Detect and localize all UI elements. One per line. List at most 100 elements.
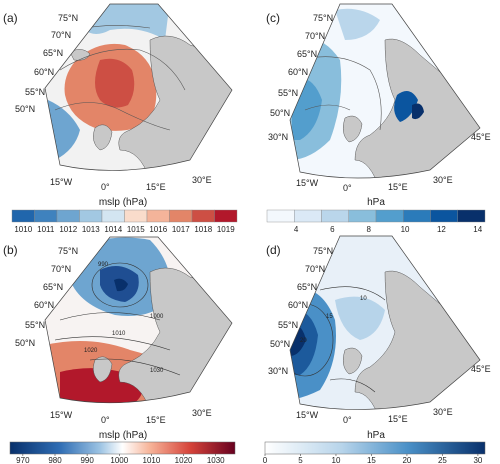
contour-labels: 1000 1010 1020 1030 990 bbox=[84, 262, 164, 374]
colorbar-swatch bbox=[56, 209, 80, 223]
lat-label: 60°N bbox=[34, 67, 54, 77]
colorbar-tick-label: 1017 bbox=[172, 225, 190, 234]
colorbar-swatch bbox=[169, 209, 193, 223]
contour-label: 15 bbox=[326, 314, 333, 320]
lon-label: 0° bbox=[101, 415, 110, 425]
lat-label: 75°N bbox=[58, 246, 78, 256]
map-frame bbox=[44, 236, 233, 404]
lat-label: 60°N bbox=[34, 300, 54, 310]
isobar-2 bbox=[54, 102, 171, 131]
isobar-1 bbox=[59, 312, 161, 321]
lon-label: 15°W bbox=[296, 178, 319, 188]
colorbar-tick-label: 1010 bbox=[14, 225, 32, 234]
lat-label: 75°N bbox=[313, 13, 333, 23]
colorbar-tick-label: 1030 bbox=[207, 456, 225, 464]
colorbar-tick-label: 1015 bbox=[127, 225, 145, 234]
colorbar-swatch bbox=[101, 209, 125, 223]
lon-labels: 15°W 0° 15°E 30°E 45°E bbox=[296, 132, 491, 193]
lat-label: 30°N bbox=[268, 366, 288, 376]
isobar-2 bbox=[304, 104, 351, 111]
colorbar-tick-label: 1010 bbox=[143, 456, 161, 464]
colorbar-title: mslp (hPa) bbox=[99, 430, 147, 441]
lon-label: 15°W bbox=[50, 410, 73, 420]
colorbar-tick-label: 10 bbox=[332, 456, 341, 464]
low-pressure-center bbox=[114, 278, 128, 292]
colorbar-c: 4 6 8 10 12 14 bbox=[266, 209, 486, 234]
colorbar-title: hPa bbox=[367, 430, 385, 441]
colorbar-tick-label: 0 bbox=[263, 456, 268, 464]
colorbar-tick-label: 30 bbox=[473, 456, 482, 464]
colorbar-tick-label: 1000 bbox=[110, 456, 128, 464]
panel-a: (a) 75°N 70°N 65°N 60°N 55°N 50°N 15°W 0… bbox=[3, 3, 238, 234]
lon-label: 15°W bbox=[296, 410, 319, 420]
panel-d: (d) 20 15 10 75°N 70°N 65°N 60°N 55°N bbox=[263, 235, 491, 464]
contour-label: 990 bbox=[98, 262, 109, 268]
colorbar-swatch bbox=[11, 209, 35, 223]
colorbar-tick-label: 1018 bbox=[194, 225, 212, 234]
colorbar-tick-label: 1016 bbox=[149, 225, 167, 234]
lat-label: 50°N bbox=[270, 108, 290, 118]
colorbar-swatch bbox=[266, 209, 295, 223]
colorbar-swatch bbox=[430, 209, 458, 223]
lat-label: 65°N bbox=[43, 48, 63, 58]
lat-label: 55°N bbox=[278, 88, 298, 98]
map-frame bbox=[289, 3, 481, 179]
lon-label: 15°E bbox=[388, 182, 408, 192]
colorbar-b: 970 980 990 1000 1010 1020 1030 bbox=[16, 454, 225, 464]
lat-label: 55°N bbox=[25, 87, 45, 97]
contour-label: 1010 bbox=[112, 331, 126, 337]
lon-label: 0° bbox=[343, 183, 352, 193]
lat-label: 50°N bbox=[15, 338, 35, 348]
isobar-3 bbox=[89, 358, 181, 376]
colorbar-swatch bbox=[375, 209, 404, 223]
isobar-4 bbox=[91, 262, 149, 308]
colorbar-tick-label: 4 bbox=[294, 225, 299, 234]
lon-label: 15°E bbox=[146, 182, 166, 192]
lon-label: 15°E bbox=[388, 414, 408, 424]
colorbar-swatch bbox=[146, 209, 170, 223]
lon-label: 30°E bbox=[192, 175, 212, 185]
land-british-isles bbox=[93, 356, 113, 383]
colorbar-tick-label: 10 bbox=[401, 225, 410, 234]
colorbar-tick-label: 1012 bbox=[59, 225, 77, 234]
contour-label: 1000 bbox=[150, 314, 164, 320]
lat-labels: 75°N 70°N 65°N 60°N 55°N 50°N 30°N bbox=[268, 246, 333, 376]
colorbar-swatch bbox=[214, 209, 238, 223]
colorbar-tick-label: 12 bbox=[437, 225, 446, 234]
colorbar-swatch bbox=[124, 209, 148, 223]
lon-label: 45°E bbox=[471, 132, 491, 142]
lat-label: 70°N bbox=[305, 31, 325, 41]
lat-label: 60°N bbox=[288, 67, 308, 77]
lat-label: 65°N bbox=[297, 282, 317, 292]
map-frame bbox=[289, 235, 481, 410]
colorbar-title: hPa bbox=[367, 197, 385, 208]
colorbar-swatch bbox=[79, 209, 103, 223]
contour-label: 1020 bbox=[84, 348, 98, 354]
panel-b: (b) 1000 1010 1020 1030 990 75°N bbox=[3, 236, 236, 464]
colorbar-tick-label: 1011 bbox=[37, 225, 55, 234]
colorbar-tick-label: 8 bbox=[367, 225, 372, 234]
lon-label: 30°E bbox=[433, 175, 453, 185]
lat-label: 30°N bbox=[268, 132, 288, 142]
lon-label: 30°E bbox=[433, 407, 453, 417]
lat-label: 55°N bbox=[25, 320, 45, 330]
lat-label: 70°N bbox=[51, 264, 71, 274]
panel-label: (c) bbox=[266, 11, 280, 25]
colorbar-d: 0 5 10 15 20 25 30 bbox=[263, 454, 483, 464]
colorbar-tick-label: 1014 bbox=[104, 225, 122, 234]
panel-label: (a) bbox=[3, 11, 18, 25]
contour-label: 20 bbox=[300, 338, 307, 344]
colorbar-tick-label: 980 bbox=[48, 456, 62, 464]
colorbar-tick-label: 1013 bbox=[82, 225, 100, 234]
lat-label: 55°N bbox=[278, 320, 298, 330]
shade-central bbox=[335, 296, 385, 340]
isoline-3 bbox=[329, 378, 376, 393]
blue-region-north bbox=[85, 4, 170, 40]
colorbar-swatch bbox=[348, 209, 377, 223]
colorbar-tick-label: 25 bbox=[438, 456, 447, 464]
lat-label: 60°N bbox=[288, 300, 308, 310]
lat-label: 75°N bbox=[58, 13, 78, 23]
isoline-2 bbox=[319, 286, 386, 301]
isobar-1 bbox=[299, 56, 382, 131]
